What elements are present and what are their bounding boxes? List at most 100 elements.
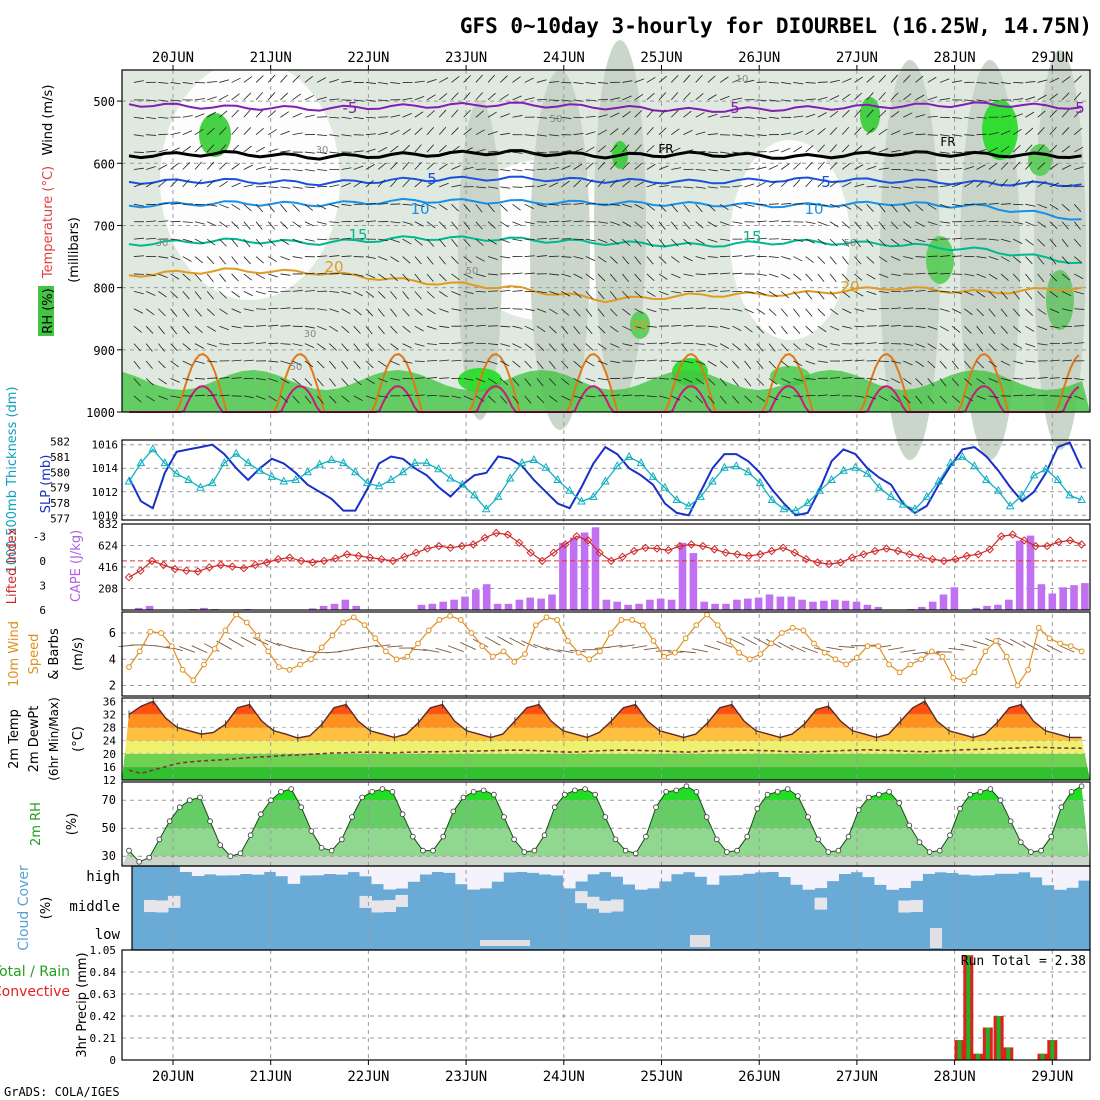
wind-barb <box>900 649 916 653</box>
wind-barb <box>365 203 376 205</box>
wind-barb <box>671 167 682 170</box>
wind-barb <box>536 134 547 137</box>
wind-barb <box>1000 115 1011 118</box>
wind-barb <box>146 237 157 240</box>
wind-barb <box>194 98 205 101</box>
rh-point <box>795 793 801 799</box>
rh-point <box>1068 788 1075 795</box>
wind-barb <box>854 183 865 188</box>
thickness-tick-label: 577 <box>50 512 70 525</box>
wind-barb <box>854 342 865 344</box>
wind-barb <box>707 186 718 189</box>
wind-barb <box>768 256 779 259</box>
wind-barb <box>585 238 596 242</box>
wind-barb <box>402 325 411 333</box>
wind-barb <box>439 359 450 362</box>
wind-speed-point <box>404 653 411 660</box>
wind-barb <box>817 161 825 170</box>
wind-barb <box>1049 182 1060 188</box>
wind-barb <box>756 220 767 223</box>
wind-barb <box>829 180 839 188</box>
wind-barb <box>789 644 806 653</box>
cloud-high-gap <box>539 866 552 875</box>
cape-bar <box>711 603 719 610</box>
rh-point <box>764 791 771 798</box>
wind-speed-point <box>864 643 871 649</box>
wind-barb <box>634 110 643 118</box>
wind-barb <box>707 238 718 243</box>
wind-barb <box>206 179 215 188</box>
wind-barb <box>585 308 593 317</box>
wind-barb <box>512 378 520 387</box>
thickness-point <box>946 458 955 467</box>
wind-barb <box>451 204 459 212</box>
cloud-high-gap <box>982 866 995 876</box>
wind-barb <box>145 181 155 188</box>
thickness-point <box>541 462 551 471</box>
wind-barb <box>353 395 363 402</box>
wind-barb <box>707 360 717 367</box>
wind-barb <box>194 256 203 264</box>
wind-barb <box>1025 273 1032 283</box>
wind-barb <box>683 92 691 101</box>
wind-barb <box>280 273 291 276</box>
wind-barb <box>267 204 275 213</box>
wind-barb <box>317 116 328 118</box>
wind-barb <box>377 343 386 351</box>
lifted-index-point <box>595 548 604 557</box>
wind-speed-point <box>468 630 475 636</box>
cloud-axis-label: Cloud Cover <box>16 865 32 951</box>
wind-barb <box>158 256 169 259</box>
thickness-point <box>862 468 872 477</box>
wind-barb <box>158 395 168 400</box>
wind-barb <box>646 203 656 211</box>
lifted-index-point <box>446 543 455 553</box>
wind-speed-point <box>201 661 207 668</box>
wind-barb <box>402 360 413 364</box>
wind-barb <box>533 643 550 651</box>
rh-point <box>1007 818 1014 824</box>
wind-barb <box>683 129 693 136</box>
wind-barb <box>878 204 886 213</box>
cape-bar <box>820 600 828 610</box>
wind-barb <box>891 360 901 364</box>
slp-tick-label: 1016 <box>92 439 119 452</box>
wind-barb <box>207 203 218 207</box>
thickness-point <box>196 482 205 491</box>
wind-barb <box>512 360 521 368</box>
pressure-tick-label: 700 <box>93 219 115 233</box>
cape-bar <box>1070 585 1078 610</box>
wind-barb <box>964 150 975 153</box>
contour-label: FR <box>658 142 673 156</box>
wind-barb <box>854 92 863 101</box>
cape-bar <box>678 542 687 610</box>
cloud-high-gap <box>886 866 899 890</box>
wind-barb <box>732 203 742 209</box>
thickness-point <box>1077 494 1086 503</box>
wind-barb <box>365 308 374 317</box>
thickness-point <box>851 462 860 471</box>
wind-barb <box>390 221 401 224</box>
lifted-index-point <box>606 556 616 566</box>
wind-barb <box>170 163 179 170</box>
wind-barb <box>451 256 459 265</box>
wind-barb <box>267 92 276 101</box>
cape-bar <box>983 605 991 610</box>
wind-speed-point <box>500 648 507 655</box>
wind-barb <box>976 308 984 317</box>
wind-barb <box>145 395 155 402</box>
wind-speed-point <box>340 619 347 626</box>
cape-tick-label: 624 <box>98 540 118 553</box>
rh-point <box>268 797 274 803</box>
wind-speed-point <box>222 627 229 634</box>
wind-barb <box>976 164 986 170</box>
wind-barb <box>573 360 582 368</box>
wind-barb <box>903 221 912 229</box>
wind-barb <box>524 272 535 275</box>
wind-barb <box>573 308 581 317</box>
wind-barb <box>438 273 447 282</box>
wind-barb <box>414 161 422 170</box>
wind-barb <box>414 273 422 283</box>
wind-barb <box>1046 644 1063 654</box>
date-label-top: 22JUN <box>347 50 389 66</box>
